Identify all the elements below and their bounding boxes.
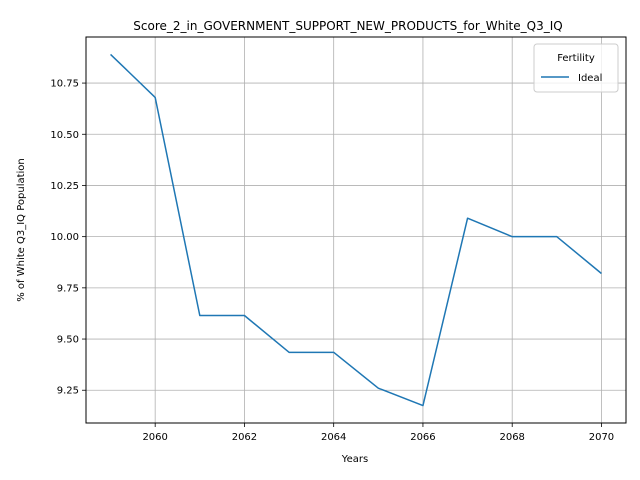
series-layer <box>110 53 602 407</box>
y-tick-label: 10.25 <box>50 181 79 192</box>
chart-title: Score_2_in_GOVERNMENT_SUPPORT_NEW_PRODUC… <box>133 19 562 33</box>
y-tick-label: 9.50 <box>57 335 79 346</box>
x-tick-label: 2064 <box>321 432 346 443</box>
x-tick-label: 2060 <box>142 432 167 443</box>
legend-box <box>533 43 619 93</box>
legend-title: Fertility <box>557 53 595 64</box>
x-tick-label: 2070 <box>589 432 614 443</box>
x-tick-label: 2062 <box>232 432 257 443</box>
x-axis: 2060 2062 2064 2066 2068 2070 <box>142 423 614 443</box>
y-tick-label: 10.00 <box>50 232 79 243</box>
legend-label-ideal: Ideal <box>578 73 602 84</box>
x-tick-label: 2066 <box>410 432 435 443</box>
legend: Fertility Ideal <box>533 43 619 93</box>
y-axis-label: % of White Q3_IQ Population <box>16 158 27 302</box>
y-tick-label: 9.25 <box>57 386 79 397</box>
x-tick-label: 2068 <box>499 432 524 443</box>
y-tick-label: 9.75 <box>57 283 79 294</box>
y-tick-label: 10.75 <box>50 79 79 90</box>
y-axis: 9.25 9.50 9.75 10.00 10.25 10.50 10.75 <box>50 79 86 397</box>
series-line-ideal <box>110 53 602 407</box>
x-axis-label: Years <box>341 454 368 465</box>
y-tick-label: 10.50 <box>50 130 79 141</box>
plot-frame <box>85 36 627 424</box>
